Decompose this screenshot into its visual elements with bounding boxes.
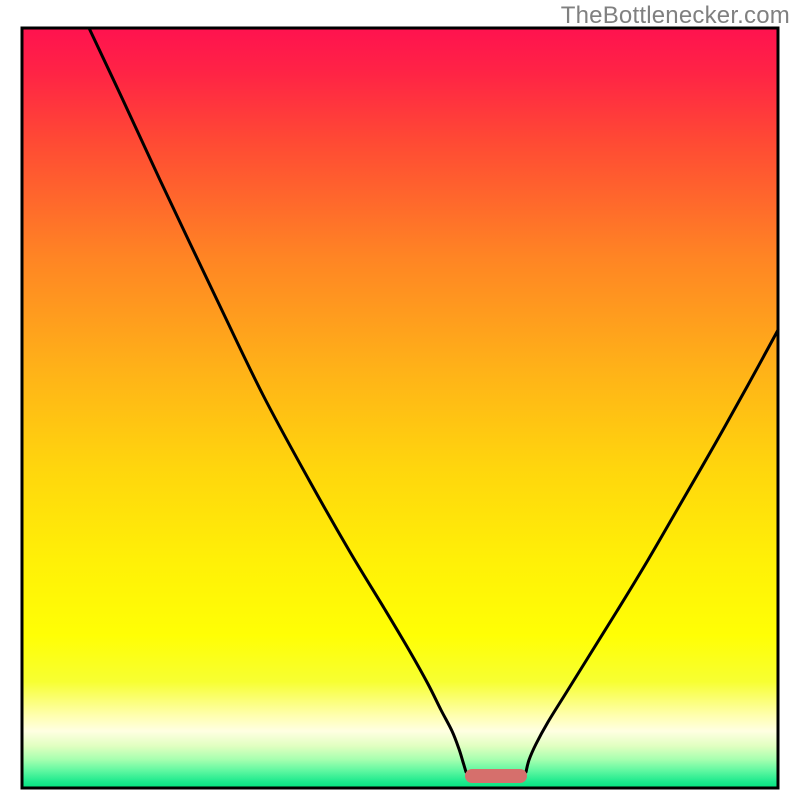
plot-background [22,28,778,788]
optimal-marker [465,769,527,783]
plot-area [22,28,778,788]
bottleneck-chart [0,0,800,800]
chart-container: TheBottlenecker.com [0,0,800,800]
